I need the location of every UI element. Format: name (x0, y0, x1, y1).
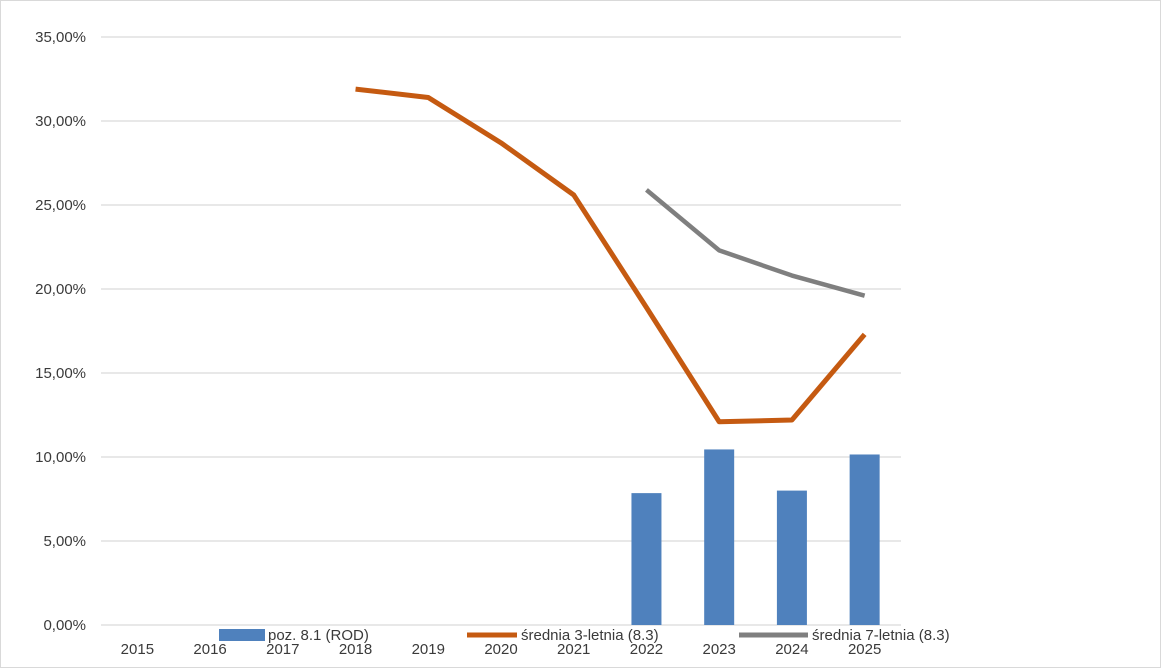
legend-item: średnia 3-letnia (8.3) (467, 627, 659, 644)
y-tick-label: 5,00% (43, 533, 86, 550)
bar-2025 (849, 454, 880, 625)
x-tick-label: 2022 (630, 641, 663, 658)
y-tick-label: 15,00% (35, 365, 86, 382)
y-axis-tick-labels: 0,00% 5,00% 10,00% 15,00% 20,00% 25,00% 30,00%… (35, 29, 86, 634)
y-tick-label: 25,00% (35, 197, 86, 214)
y-tick-label: 10,00% (35, 449, 86, 466)
bar-2023 (704, 449, 735, 625)
x-tick-label: 2017 (266, 641, 299, 658)
y-tick-label: 20,00% (35, 281, 86, 298)
x-tick-label: 2019 (412, 641, 445, 658)
bar-2024 (776, 490, 807, 625)
x-tick-label: 2021 (557, 641, 590, 658)
legend-label: poz. 8.1 (ROD) (268, 627, 369, 644)
x-tick-label: 2018 (339, 641, 372, 658)
legend-item: poz. 8.1 (ROD) (219, 627, 369, 644)
legend-item: średnia 7-letnia (8.3) (739, 627, 950, 644)
legend: poz. 8.1 (ROD) średnia 3-letnia (8.3) śred… (219, 627, 950, 644)
legend-label: średnia 7-letnia (8.3) (812, 627, 950, 644)
legend-swatch (219, 629, 265, 641)
y-tick-label: 35,00% (35, 29, 86, 46)
series-line-2 (645, 188, 866, 298)
x-tick-label: 2023 (702, 641, 735, 658)
x-tick-label: 2015 (121, 641, 154, 658)
bar-2022 (631, 493, 662, 625)
y-tick-label: 30,00% (35, 113, 86, 130)
y-tick-label: 0,00% (43, 617, 86, 634)
x-tick-label: 2025 (848, 641, 881, 658)
x-tick-label: 2016 (193, 641, 226, 658)
bar-series (631, 449, 880, 625)
gridlines (101, 36, 901, 626)
x-tick-label: 2020 (484, 641, 517, 658)
legend-label: średnia 3-letnia (8.3) (521, 627, 659, 644)
line-series (355, 86, 867, 425)
series-line-1 (355, 86, 867, 425)
x-axis-tick-labels: 2015 2016 2017 2018 2019 2020 2021 2022 2023 2024… (121, 641, 882, 658)
x-tick-label: 2024 (775, 641, 808, 658)
